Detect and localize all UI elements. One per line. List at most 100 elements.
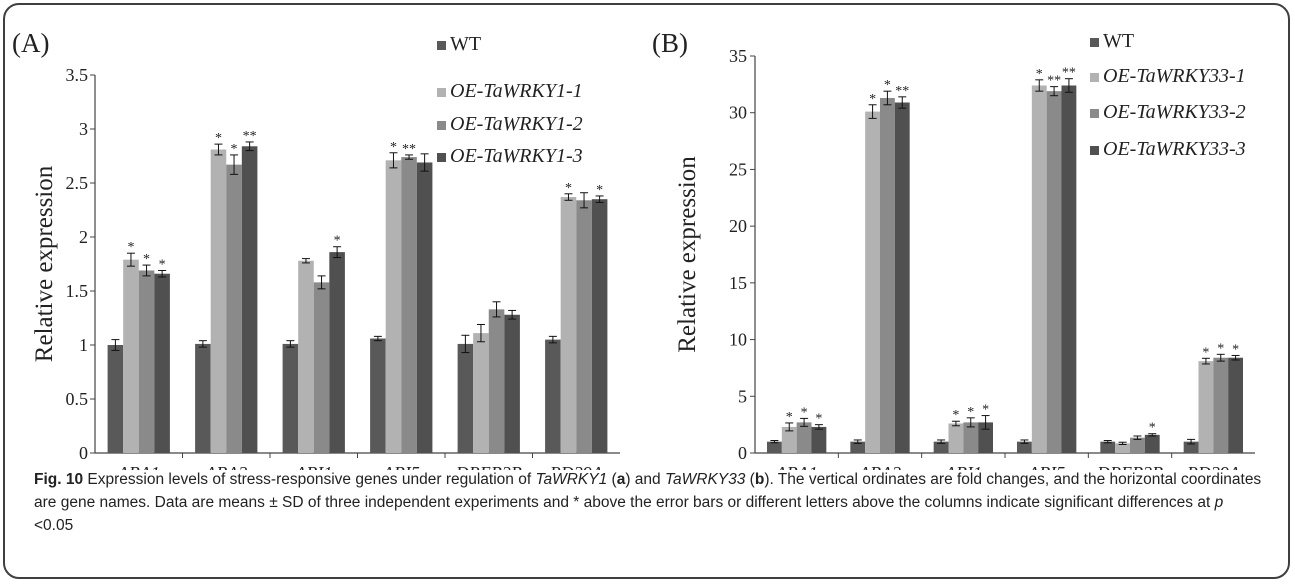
x-tick-label: RD29A [549,463,604,470]
bar [963,422,979,453]
caption-text-1: Expression levels of stress-responsive g… [83,471,536,488]
bar [796,422,812,453]
x-tick-label: ABA1 [775,463,818,470]
bar [560,197,577,453]
legend-label: WT [450,33,481,55]
significance-mark: * [390,140,397,155]
x-tick-label: RD29A [1186,463,1241,470]
significance-mark: ** [1047,74,1061,89]
legend-label: OE-TaWRKY33-2 [1103,101,1246,123]
significance-mark: * [801,405,808,420]
significance-mark: * [952,408,959,423]
y-tick-label: 3 [79,119,88,139]
bar [195,343,211,453]
significance-mark: ** [1062,66,1076,81]
x-tick-label: DREB2B [455,463,522,470]
bar [933,441,949,453]
bar [850,441,866,453]
x-tick-label: DREB2B [1096,463,1163,470]
legend-label: OE-TaWRKY1-1 [450,80,583,102]
bar [370,338,386,453]
bar [1046,91,1062,454]
bar [416,162,433,454]
y-tick-label: 1.5 [66,281,89,301]
caption-figure-label: Fig. 10 [34,471,84,488]
significance-mark: * [565,181,572,196]
legend-swatch [1090,38,1099,47]
y-tick-label: 30 [729,103,747,123]
significance-mark: * [215,131,222,146]
bar [1031,85,1047,454]
bar [865,111,880,453]
caption-gene-1: TaWRKY1 [535,471,608,488]
figure-caption: Fig. 10 Expression levels of stress-resp… [34,468,1264,537]
caption-panel-a: a [616,471,626,488]
significance-mark: * [231,142,238,157]
bar [107,345,124,453]
bar [767,441,782,453]
legend-label: OE-TaWRKY1-2 [450,113,583,135]
bar [313,282,330,453]
y-axis-title: Relative expression [674,156,701,353]
significance-mark: * [1149,421,1156,436]
legend-swatch [1090,109,1099,118]
bar [385,160,402,453]
significance-mark: * [596,183,603,198]
y-tick-label: 35 [729,46,747,66]
bar [298,260,314,453]
bar [811,426,827,453]
figure-frame [3,3,1290,579]
caption-text-5: ). The vertical ordinates are fold chang… [34,471,1262,511]
legend-label: OE-TaWRKY1-3 [450,145,583,167]
bar [1198,361,1214,453]
caption-text-3: ) and [625,471,665,488]
x-tick-label: ABI1 [944,463,982,470]
x-tick-label: ABI5 [1027,463,1065,470]
caption-gene-2: TaWRKY33 [664,471,746,488]
panel-label: (A) [12,28,49,58]
caption-panel-b: b [754,471,765,488]
significance-mark: ** [895,84,909,99]
significance-mark: * [967,405,974,420]
bar [226,164,242,453]
legend-label: WT [1103,30,1134,52]
bar [473,333,489,453]
y-tick-label: 0 [79,443,88,463]
y-axis-title: Relative expression [31,165,58,362]
bar [1228,357,1243,453]
x-tick-label: ABA2 [858,463,901,470]
significance-mark: * [159,257,166,272]
y-tick-label: 20 [729,216,747,236]
caption-p-symbol: p [1214,494,1224,511]
bar [1213,357,1229,453]
bar [781,426,797,453]
legend-swatch [437,121,446,130]
bar [1183,441,1199,453]
bar [154,273,170,453]
y-tick-label: 0.5 [66,389,89,409]
legend-swatch [437,41,446,50]
significance-mark: * [1036,67,1043,82]
x-tick-label: ABA2 [204,463,247,470]
bar [457,343,474,453]
caption-text-6: <0.05 [34,517,74,534]
x-tick-label: ABA1 [117,463,160,470]
y-tick-label: 5 [738,386,747,406]
bar [978,422,993,453]
bar [880,97,895,454]
bar [591,199,608,453]
bar [1100,441,1116,453]
legend-swatch [437,88,446,97]
bar [123,259,139,453]
legend-swatch [1090,73,1099,82]
legend-swatch [1090,146,1099,155]
bar [894,102,910,454]
legend-label: OE-TaWRKY33-3 [1103,138,1246,160]
y-tick-label: 1 [79,335,88,355]
caption-text-4: ( [745,471,755,488]
bar [948,423,964,453]
significance-mark: * [143,252,150,267]
bar [1061,85,1077,454]
bar [576,200,592,453]
significance-mark: * [1232,342,1239,357]
